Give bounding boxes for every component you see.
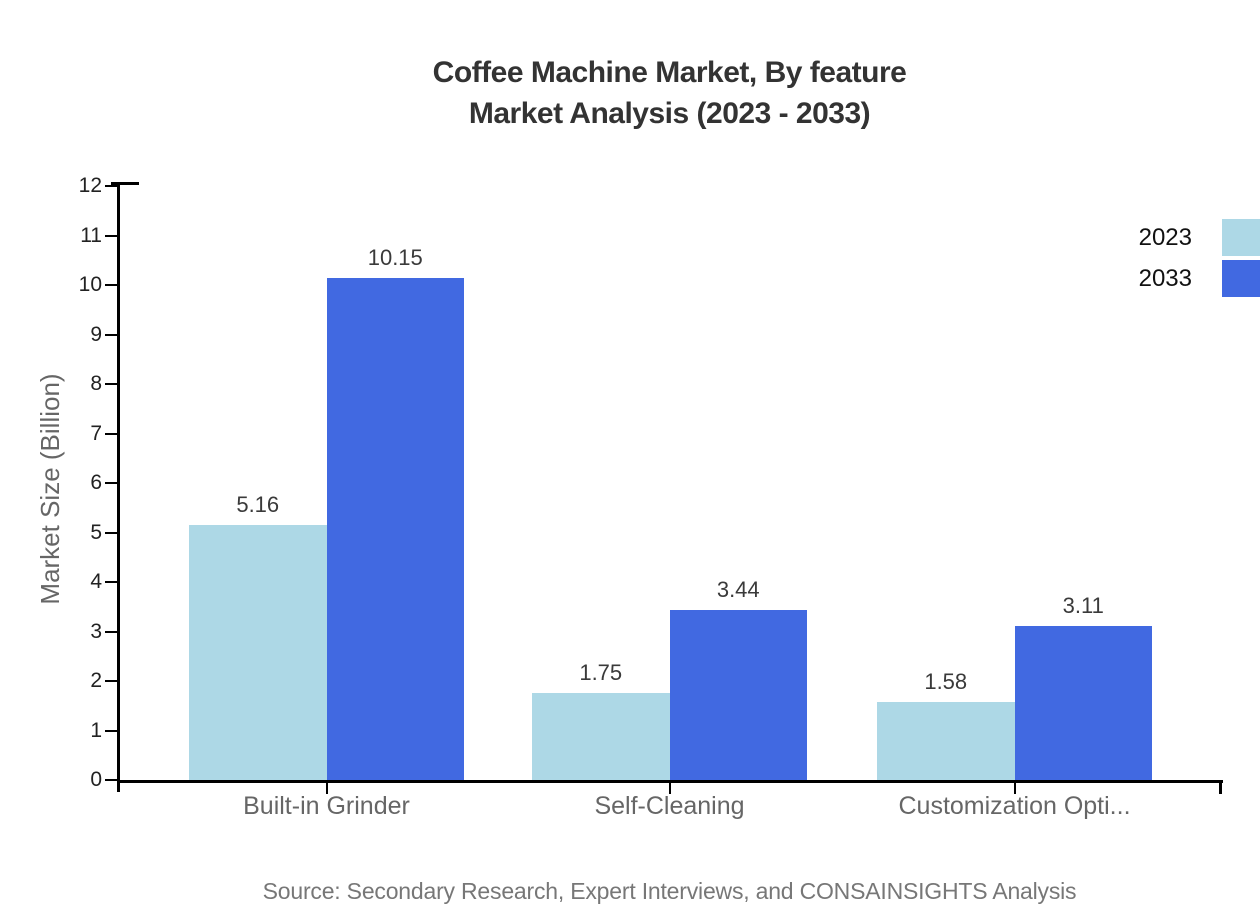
y-tick bbox=[105, 729, 118, 732]
bar-2023-2 bbox=[877, 701, 1015, 780]
y-tick bbox=[105, 581, 118, 583]
y-axis-top-cap bbox=[111, 182, 139, 185]
y-tick-label: 2 bbox=[90, 669, 102, 692]
y-tick-label: 0 bbox=[90, 768, 102, 791]
y-tick bbox=[105, 680, 118, 682]
y-axis-line bbox=[117, 182, 120, 792]
x-category-label: Customization Opti... bbox=[898, 792, 1131, 820]
y-tick bbox=[105, 531, 118, 534]
bar-2023-1 bbox=[532, 693, 670, 780]
chart-title-line1: Coffee Machine Market, By feature bbox=[432, 56, 907, 89]
y-tick bbox=[105, 432, 118, 435]
chart-title-line2: Market Analysis (2023 - 2033) bbox=[468, 97, 871, 130]
y-tick bbox=[105, 333, 118, 336]
value-label: 3.44 bbox=[716, 576, 760, 602]
y-tick-label: 6 bbox=[90, 471, 102, 494]
y-tick-label: 9 bbox=[90, 322, 102, 346]
x-category-label: Built-in Grinder bbox=[243, 792, 410, 820]
y-tick-label: 12 bbox=[78, 174, 102, 197]
x-axis-end-tick bbox=[1219, 780, 1222, 794]
category-tick bbox=[668, 780, 671, 794]
category-tick bbox=[1013, 780, 1016, 794]
value-label: 10.15 bbox=[367, 244, 423, 270]
bar-2023-0 bbox=[189, 524, 327, 780]
legend-label-2033: 2033 bbox=[1138, 264, 1192, 292]
value-label: 1.58 bbox=[924, 668, 968, 694]
legend-swatch-2023 bbox=[1222, 219, 1260, 256]
y-tick-label: 8 bbox=[90, 372, 102, 395]
x-category-label: Self-Cleaning bbox=[594, 792, 745, 820]
y-tick bbox=[105, 482, 118, 484]
y-tick bbox=[105, 383, 118, 385]
legend-item-2033: 2033 bbox=[1139, 260, 1260, 297]
y-tick bbox=[105, 630, 118, 633]
y-tick-label: 5 bbox=[90, 520, 102, 544]
y-tick bbox=[105, 779, 118, 781]
y-tick-label: 4 bbox=[90, 570, 102, 593]
source-note: Source: Secondary Research, Expert Inter… bbox=[262, 878, 1077, 904]
y-tick-label: 10 bbox=[78, 273, 102, 296]
legend: 2023 2033 bbox=[1139, 219, 1260, 297]
legend-label-2023: 2023 bbox=[1138, 223, 1192, 251]
y-tick bbox=[105, 284, 118, 286]
y-tick-label: 7 bbox=[90, 421, 102, 445]
category-tick bbox=[325, 780, 328, 794]
bar-2033-0 bbox=[326, 277, 464, 780]
legend-swatch-2033 bbox=[1222, 260, 1260, 297]
y-tick-label: 11 bbox=[80, 223, 102, 247]
chart-title: Coffee Machine Market, By feature Market… bbox=[118, 52, 1221, 134]
y-tick bbox=[105, 185, 118, 187]
y-tick-label: 1 bbox=[90, 718, 102, 742]
y-tick-label: 3 bbox=[90, 619, 102, 643]
y-tick bbox=[105, 234, 118, 237]
legend-item-2023: 2023 bbox=[1139, 219, 1260, 256]
value-label: 1.75 bbox=[579, 660, 623, 686]
bar-2033-2 bbox=[1014, 626, 1152, 780]
value-label: 5.16 bbox=[236, 491, 280, 517]
value-label: 3.11 bbox=[1062, 593, 1104, 619]
bar-2033-1 bbox=[669, 609, 807, 780]
